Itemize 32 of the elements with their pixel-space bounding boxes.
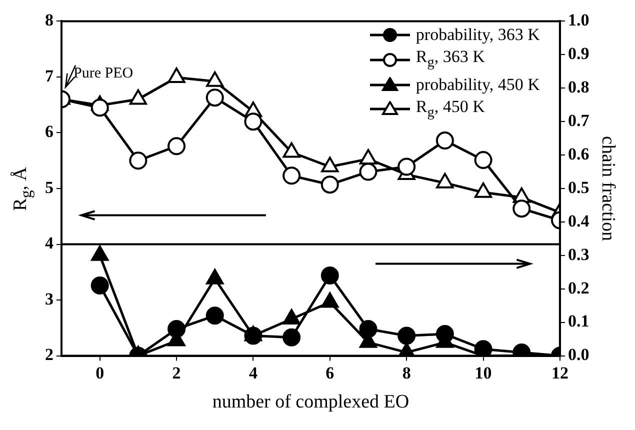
y2-tick-label: 0.5 [568, 178, 590, 197]
x-axis-title: number of complexed EO [212, 392, 410, 413]
legend-label: R$_{g}$, 363 K [416, 47, 485, 73]
y2-tick-label: 0.1 [568, 312, 590, 331]
x-tick-label: 6 [326, 363, 334, 382]
x-tick-label: 2 [172, 363, 181, 382]
y-tick-label: 8 [45, 10, 54, 30]
legend-label: R$_{g}$, 450 K [416, 96, 485, 122]
y-tick-label: 5 [45, 178, 54, 197]
y2-tick-label: 0.3 [568, 244, 590, 264]
y2-tick-label: 0.8 [568, 78, 590, 97]
y-tick-label: 2 [45, 345, 54, 364]
y2-tick-label: 0.6 [568, 144, 590, 164]
y2-tick-label: 1.0 [568, 10, 590, 30]
y-tick-label: 3 [45, 289, 54, 308]
annotation: Pure PEO [74, 65, 134, 82]
x-tick-label: 8 [402, 363, 411, 382]
x-tick-label: 4 [248, 363, 258, 382]
legend-label: probability, 363 K [416, 25, 540, 46]
y2-tick-label: 0.2 [568, 278, 590, 298]
x-tick-label: 0 [96, 363, 104, 382]
y-tick-label: 7 [45, 66, 54, 86]
x-tick-label: 10 [474, 363, 492, 382]
y2-tick-label: 0.7 [568, 110, 590, 130]
legend-label: probability, 450 K [416, 74, 540, 95]
y-tick-label: 4 [45, 234, 54, 253]
y2-tick-label: 0.0 [568, 345, 590, 364]
y2-tick-label: 0.4 [568, 211, 590, 230]
x-tick-label: 12 [551, 363, 568, 382]
y2-tick-label: 0.9 [568, 44, 590, 64]
y2-axis-title: chain fraction [598, 136, 619, 242]
y-tick-label: 6 [45, 122, 54, 142]
